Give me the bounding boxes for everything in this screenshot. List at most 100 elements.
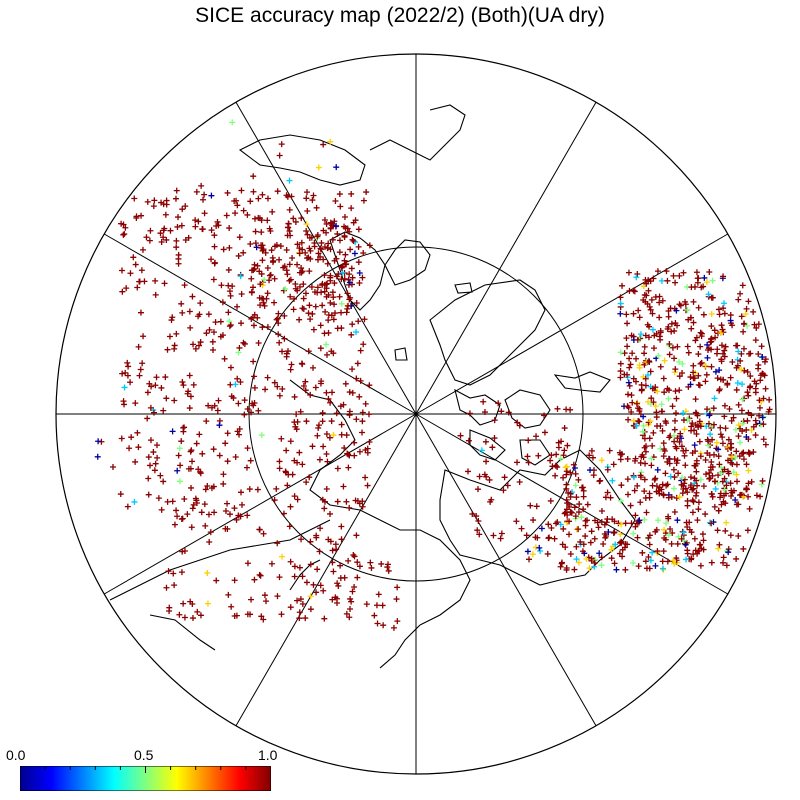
obs-marker: [266, 225, 273, 232]
obs-marker: [671, 474, 678, 481]
obs-marker: [215, 397, 222, 404]
obs-marker: [682, 301, 689, 308]
obs-marker: [627, 361, 634, 368]
obs-marker: [136, 372, 143, 379]
obs-marker: [752, 432, 759, 439]
obs-marker: [685, 316, 692, 323]
obs-marker: [626, 364, 633, 371]
obs-marker: [334, 498, 341, 505]
obs-marker: [323, 341, 330, 348]
obs-marker: [323, 229, 330, 236]
obs-marker: [287, 503, 294, 510]
obs-marker: [229, 283, 236, 290]
obs-marker: [356, 393, 363, 400]
obs-marker: [194, 608, 201, 615]
obs-marker: [336, 237, 343, 244]
obs-marker: [150, 449, 157, 456]
obs-marker: [679, 360, 686, 367]
obs-marker: [617, 349, 624, 356]
obs-marker: [624, 541, 631, 548]
obs-marker: [184, 390, 191, 397]
obs-marker: [250, 173, 257, 180]
obs-marker: [580, 541, 587, 548]
obs-marker: [338, 309, 345, 316]
obs-marker: [192, 223, 199, 230]
obs-marker: [275, 310, 282, 317]
obs-marker: [619, 546, 626, 553]
obs-marker: [703, 471, 710, 478]
obs-marker: [226, 318, 233, 325]
obs-marker: [296, 564, 303, 571]
obs-marker: [288, 361, 295, 368]
obs-marker: [719, 326, 726, 333]
obs-marker: [504, 482, 511, 489]
obs-marker: [302, 615, 309, 622]
obs-marker: [325, 317, 332, 324]
obs-marker: [320, 587, 327, 594]
obs-marker: [617, 497, 624, 504]
obs-marker: [131, 195, 138, 202]
obs-marker: [176, 611, 183, 618]
obs-marker: [327, 246, 334, 253]
obs-marker: [759, 414, 766, 421]
obs-marker: [580, 506, 587, 513]
obs-marker: [676, 438, 683, 445]
obs-marker: [660, 492, 667, 499]
obs-marker: [748, 426, 755, 433]
obs-marker: [756, 404, 763, 411]
obs-marker: [125, 363, 132, 370]
obs-marker: [317, 322, 324, 329]
obs-marker: [345, 557, 352, 564]
obs-marker: [305, 310, 312, 317]
obs-marker: [296, 449, 303, 456]
obs-marker: [669, 403, 676, 410]
obs-marker: [174, 223, 181, 230]
obs-marker: [526, 556, 533, 563]
obs-marker: [260, 530, 267, 537]
obs-marker: [137, 309, 144, 316]
obs-marker: [201, 191, 208, 198]
obs-marker: [709, 493, 716, 500]
obs-marker: [702, 456, 709, 463]
obs-marker: [727, 459, 734, 466]
obs-marker: [352, 217, 359, 224]
obs-marker: [547, 497, 554, 504]
obs-marker: [728, 454, 735, 461]
obs-marker: [328, 348, 335, 355]
obs-marker: [732, 496, 739, 503]
obs-marker: [734, 379, 741, 386]
obs-marker: [179, 548, 186, 555]
obs-marker: [740, 456, 747, 463]
obs-marker: [730, 414, 737, 421]
obs-marker: [307, 391, 314, 398]
obs-marker: [175, 251, 182, 258]
obs-marker: [737, 491, 744, 498]
obs-marker: [306, 302, 313, 309]
obs-marker: [200, 196, 207, 203]
obs-marker: [641, 444, 648, 451]
obs-marker: [314, 566, 321, 573]
obs-marker: [735, 533, 742, 540]
map-boundary: [55, 53, 777, 775]
obs-marker: [755, 321, 762, 328]
obs-marker: [474, 486, 481, 493]
obs-marker: [747, 350, 754, 357]
obs-marker: [645, 334, 652, 341]
obs-marker: [289, 471, 296, 478]
obs-marker: [287, 438, 294, 445]
obs-marker: [124, 503, 131, 510]
obs-marker: [489, 444, 496, 451]
obs-marker: [280, 510, 287, 517]
obs-marker: [271, 275, 278, 282]
obs-marker: [766, 396, 773, 403]
obs-marker: [197, 612, 204, 619]
obs-marker: [598, 457, 605, 464]
obs-marker: [695, 304, 702, 311]
obs-marker: [558, 438, 565, 445]
obs-marker: [563, 506, 570, 513]
obs-marker: [634, 534, 641, 541]
obs-marker: [490, 532, 497, 539]
obs-marker: [643, 565, 650, 572]
obs-marker: [340, 401, 347, 408]
obs-marker: [152, 291, 159, 298]
